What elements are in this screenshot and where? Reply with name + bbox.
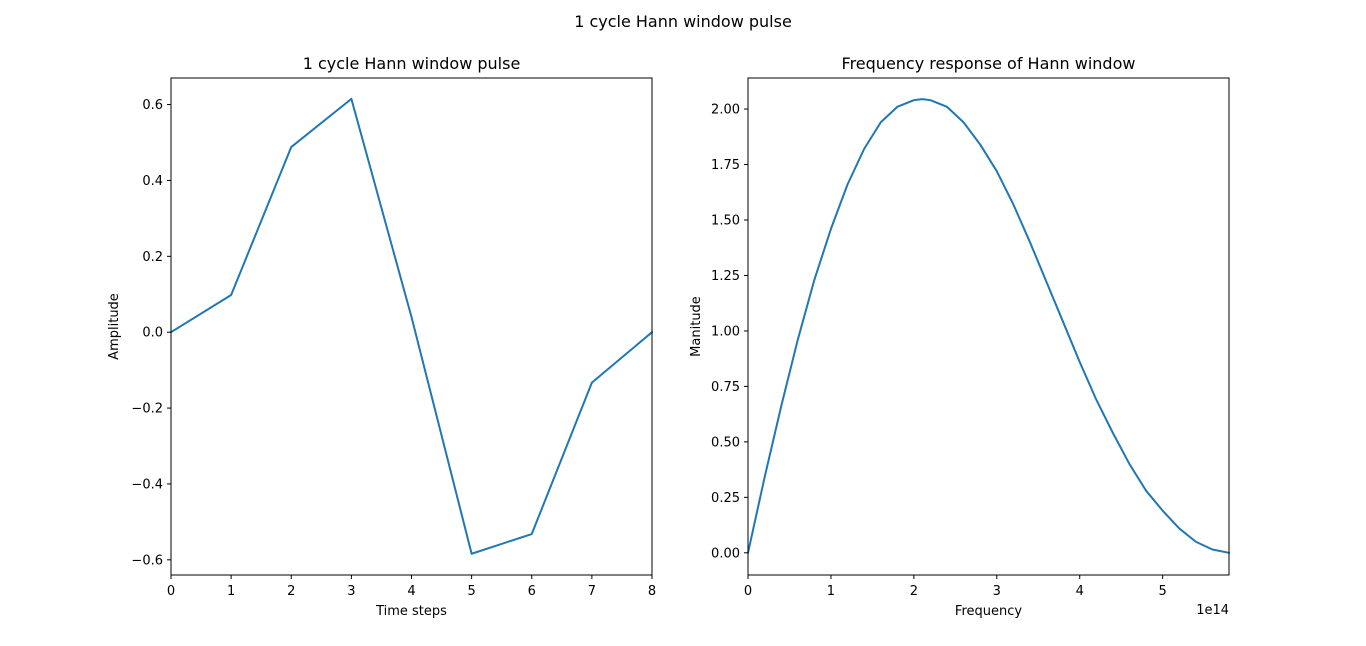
left-x-tick-label: 2 (287, 584, 295, 599)
left-x-tick-label: 6 (528, 584, 536, 599)
right-x-tick-label: 0 (744, 584, 752, 599)
right-y-tick-label: 2.00 (711, 103, 740, 118)
left-x-tick-label: 1 (227, 584, 235, 599)
left-y-tick-label: 0.2 (142, 250, 163, 265)
right-x-axis-label: Frequency (955, 604, 1022, 619)
right-x-offset-text: 1e14 (1196, 603, 1229, 618)
left-y-tick-label: −0.6 (131, 553, 163, 568)
left-y-tick-label: 0.6 (142, 98, 163, 113)
right-x-tick-label: 3 (993, 584, 1001, 599)
right-x-tick-label: 5 (1159, 584, 1167, 599)
left-x-tick-label: 3 (347, 584, 355, 599)
right-y-tick-label: 1.75 (711, 158, 740, 173)
right-x-tick-label: 1 (827, 584, 835, 599)
right-y-tick-label: 0.00 (711, 546, 740, 561)
right-x-tick-label: 4 (1076, 584, 1084, 599)
left-y-tick-label: −0.4 (131, 477, 163, 492)
left-x-tick-label: 0 (167, 584, 175, 599)
left-x-tick-label: 5 (467, 584, 475, 599)
right-y-tick-label: 1.50 (711, 214, 740, 229)
right-y-tick-label: 0.50 (711, 435, 740, 450)
right-axes-background (748, 78, 1229, 575)
chart-time-domain: 0 1 2 3 4 5 6 7 8 −0.6 −0.4 −0.2 0.0 0.2 0.4 0.6 1 cycle… (107, 54, 656, 619)
left-series-line-0 (170, 97, 653, 555)
left-x-axis-label: Time steps (375, 604, 447, 619)
right-y-axis-label: Manitude (689, 296, 704, 357)
right-y-tick-label: 0.75 (711, 380, 740, 395)
left-y-tick-label: 0.0 (142, 326, 163, 341)
left-axes-background (171, 78, 652, 575)
left-x-tick-label: 8 (648, 584, 656, 599)
right-y-tick-label: 0.25 (711, 491, 740, 506)
left-y-axis-label: Amplitude (107, 293, 122, 360)
figure-suptitle: 1 cycle Hann window pulse (574, 12, 792, 31)
left-x-tick-label: 7 (588, 584, 596, 599)
right-x-tick-label: 2 (910, 584, 918, 599)
right-axes-title: Frequency response of Hann window (842, 54, 1136, 73)
right-y-tick-label: 1.00 (711, 324, 740, 339)
left-y-tick-label: 0.4 (142, 174, 163, 189)
left-y-tick-label: −0.2 (131, 402, 163, 417)
left-axes-title: 1 cycle Hann window pulse (303, 54, 521, 73)
left-x-tick-label: 4 (407, 584, 415, 599)
right-y-tick-label: 1.25 (711, 269, 740, 284)
chart-frequency-response: 0 1 2 3 4 5 0.00 0.25 0.50 0.75 1.00 1.25 1.50 1.75 2.… (689, 54, 1230, 619)
right-series-line-0 (747, 98, 1230, 554)
right-axes-frame (747, 77, 1230, 576)
